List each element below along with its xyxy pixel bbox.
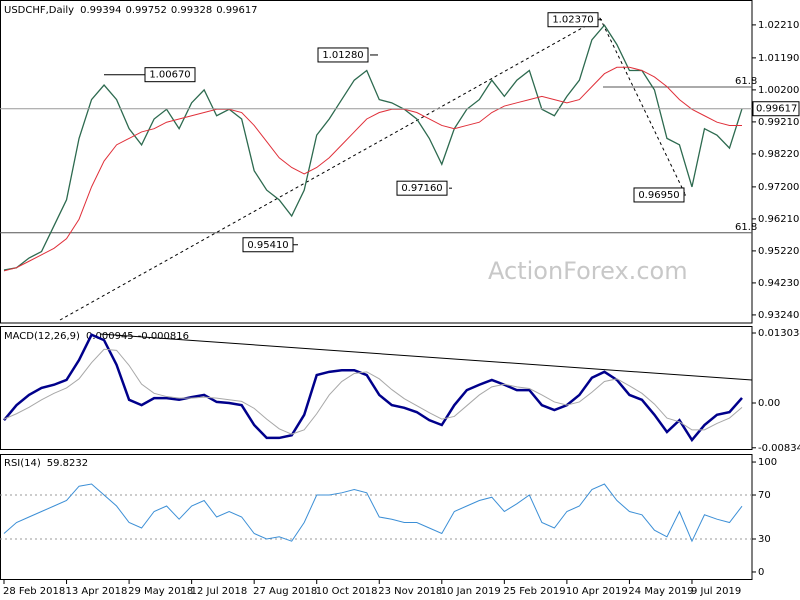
- y-tick-label: 1.02210: [758, 20, 799, 31]
- series-line: [3, 66, 742, 272]
- y-tick-label: 1.00200: [758, 85, 799, 96]
- macd-trend-line: [99, 333, 753, 381]
- x-tick-label: 10 Oct 2018: [316, 586, 378, 597]
- annotation-label: 0.97160: [401, 183, 442, 194]
- trend-line: [59, 17, 601, 321]
- annotation-label: 1.01280: [322, 50, 363, 61]
- rsi-title: RSI(14) 59.8232: [4, 458, 88, 469]
- series-line: [3, 483, 743, 543]
- y-tick-label: 0: [758, 567, 764, 578]
- x-tick-label: 12 Jul 2018: [191, 586, 248, 597]
- series-line: [3, 24, 743, 271]
- current-price-box: [752, 101, 800, 117]
- annotation-box: [633, 187, 685, 203]
- current-price-label: 0.99617: [756, 104, 797, 115]
- price-title: USDCHF,Daily 0.99394 0.99752 0.99328 0.99617: [4, 5, 258, 16]
- annotation-box: [547, 12, 599, 28]
- annotation-label: 0.95410: [247, 240, 288, 251]
- annotation-box: [396, 180, 448, 196]
- watermark: ActionForex.com: [488, 257, 688, 285]
- y-tick-label: 100: [758, 457, 777, 468]
- x-tick-label: 25 Feb 2019: [503, 586, 565, 597]
- y-tick-label: 30: [758, 534, 771, 545]
- x-tick-label: 13 Apr 2018: [66, 586, 128, 597]
- y-tick-label: 0.97200: [758, 182, 799, 193]
- annotation-label: 0.96950: [638, 190, 679, 201]
- price-panel: [0, 0, 753, 324]
- x-tick-label: 10 Apr 2019: [566, 586, 628, 597]
- y-tick-label: -0.00834: [758, 443, 800, 454]
- annotation-box: [242, 237, 294, 253]
- annotation-label: 1.02370: [552, 15, 593, 26]
- y-tick-label: 1.01190: [758, 53, 799, 64]
- level-label: 61.8: [735, 76, 757, 87]
- series-line: [3, 348, 743, 435]
- y-tick-label: 0.99210: [758, 117, 799, 128]
- y-tick-label: 0.98220: [758, 149, 799, 160]
- macd-panel: [0, 326, 753, 450]
- x-tick-label: 23 Nov 2018: [378, 586, 442, 597]
- y-tick-label: 0.013034: [758, 328, 800, 339]
- y-tick-label: 70: [758, 490, 771, 501]
- x-tick-label: 29 May 2018: [128, 586, 193, 597]
- y-tick-label: 0.93240: [758, 310, 799, 321]
- x-tick-label: 28 Feb 2018: [3, 586, 65, 597]
- annotation-box: [144, 67, 196, 83]
- level-label: 61.8: [735, 222, 757, 233]
- series-line: [3, 333, 743, 443]
- y-tick-label: 0.95220: [758, 246, 799, 257]
- y-tick-label: 0.00: [758, 398, 780, 409]
- annotation-box: [317, 47, 369, 63]
- trend-line: [599, 17, 687, 197]
- x-tick-label: 24 May 2019: [628, 586, 693, 597]
- y-tick-label: 0.94230: [758, 278, 799, 289]
- x-tick-label: 10 Jan 2019: [441, 586, 501, 597]
- rsi-panel: [0, 454, 753, 580]
- macd-title: MACD(12,26,9) 0.000945 -0.000816: [4, 331, 189, 342]
- x-tick-label: 27 Aug 2018: [253, 586, 317, 597]
- y-tick-label: 0.96210: [758, 214, 799, 225]
- x-tick-label: 9 Jul 2019: [691, 586, 741, 597]
- annotation-label: 1.00670: [149, 70, 190, 81]
